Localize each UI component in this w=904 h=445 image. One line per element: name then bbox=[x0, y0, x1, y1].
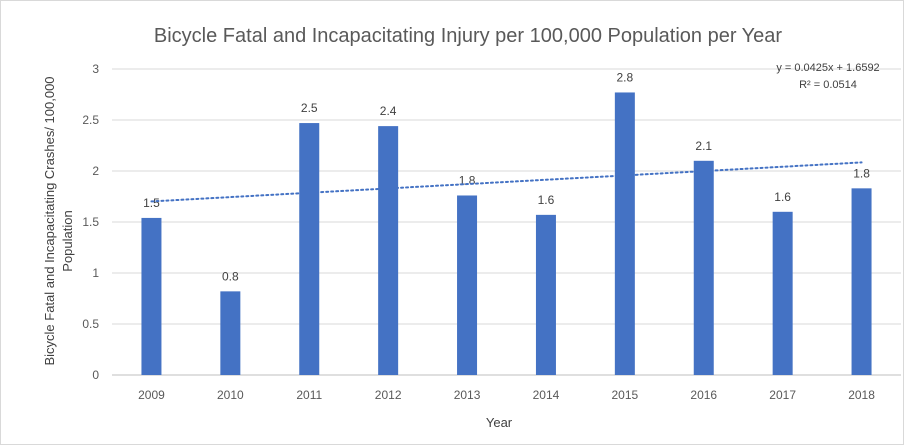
y-tick-label: 0 bbox=[92, 368, 99, 382]
bar-2012 bbox=[378, 126, 398, 375]
y-tick-label: 0.5 bbox=[82, 317, 99, 331]
x-tick-label-2017: 2017 bbox=[769, 388, 796, 402]
bar-2017 bbox=[773, 212, 793, 375]
data-label-2015: 2.8 bbox=[617, 70, 634, 84]
x-tick-label-2009: 2009 bbox=[138, 388, 165, 402]
bar-2009 bbox=[141, 218, 161, 375]
y-axis-title-line2: Population bbox=[60, 210, 75, 271]
bar-2011 bbox=[299, 123, 319, 375]
data-labels: 1.50.82.5 2.41.81.62.82.11.61.8 bbox=[143, 70, 870, 283]
data-label-2018: 1.8 bbox=[853, 166, 870, 180]
bar-2014 bbox=[536, 215, 556, 375]
chart-title: Bicycle Fatal and Incapacitating Injury … bbox=[154, 25, 783, 47]
x-tick-label-2013: 2013 bbox=[454, 388, 481, 402]
trendline-r-squared: R² = 0.0514 bbox=[799, 79, 857, 91]
x-tick-label-2014: 2014 bbox=[533, 388, 560, 402]
data-label-2010: 0.8 bbox=[222, 269, 239, 283]
data-label-2017: 1.6 bbox=[774, 190, 791, 204]
y-tick-label: 1.5 bbox=[82, 215, 99, 229]
x-tick-label-2018: 2018 bbox=[848, 388, 875, 402]
y-tick-label: 2.5 bbox=[82, 113, 99, 127]
y-axis-ticks: 0 0.5 1 1.5 2 2.5 3 bbox=[82, 62, 99, 382]
x-tick-label-2016: 2016 bbox=[690, 388, 717, 402]
data-label-2012: 2.4 bbox=[380, 104, 397, 118]
data-label-2014: 1.6 bbox=[538, 193, 555, 207]
y-tick-label: 1 bbox=[92, 266, 99, 280]
trendline-equation: y = 0.0425x + 1.6592 bbox=[776, 62, 879, 74]
bar-2013 bbox=[457, 195, 477, 375]
x-axis-ticks: 2009 2010 2011 2012 2013 2014 2015 2016 2017 2018 bbox=[138, 388, 875, 402]
data-label-2016: 2.1 bbox=[695, 139, 712, 153]
bar-2015 bbox=[615, 92, 635, 375]
bar-2010 bbox=[220, 291, 240, 375]
x-tick-label-2012: 2012 bbox=[375, 388, 402, 402]
x-tick-label-2010: 2010 bbox=[217, 388, 244, 402]
data-label-2011: 2.5 bbox=[301, 101, 318, 115]
bar-2018 bbox=[852, 188, 872, 375]
trendline bbox=[151, 162, 861, 201]
y-axis-title-line1: Bicycle Fatal and Incapacitating Crashes… bbox=[42, 76, 57, 365]
y-tick-label: 2 bbox=[92, 164, 99, 178]
x-axis-title: Year bbox=[486, 415, 513, 430]
y-tick-label: 3 bbox=[92, 62, 99, 76]
x-tick-label-2015: 2015 bbox=[611, 388, 638, 402]
data-label-2009: 1.5 bbox=[143, 196, 160, 210]
x-tick-label-2011: 2011 bbox=[296, 388, 322, 402]
trendline-line bbox=[151, 162, 861, 201]
bars bbox=[141, 92, 871, 375]
bar-2016 bbox=[694, 161, 714, 375]
